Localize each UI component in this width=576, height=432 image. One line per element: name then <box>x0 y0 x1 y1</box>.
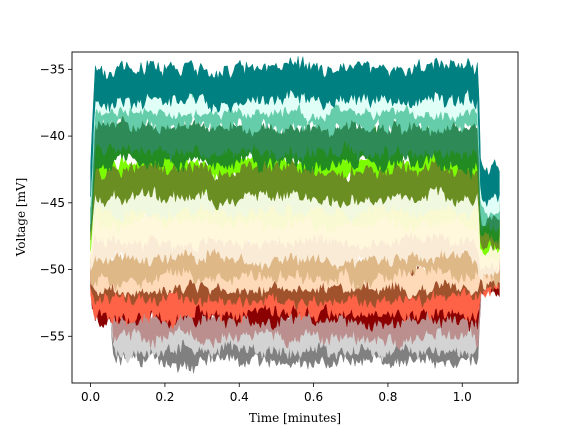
y-axis: −35 −40 −45 −50 −55 <box>40 62 72 343</box>
series-band-19 <box>90 56 500 207</box>
x-tick-label: 1.0 <box>453 390 472 404</box>
x-tick-label: 0.2 <box>155 390 174 404</box>
x-tick-label: 0.6 <box>304 390 323 404</box>
y-tick-label: −45 <box>40 196 65 210</box>
series-layer <box>90 56 500 374</box>
x-tick-label: 0.4 <box>230 390 249 404</box>
x-axis: 0.0 0.2 0.4 0.6 0.8 1.0 <box>81 383 472 404</box>
x-axis-label: Time [minutes] <box>249 411 341 425</box>
x-tick-label: 0.8 <box>378 390 397 404</box>
y-axis-label: Voltage [mV] <box>14 178 28 258</box>
y-tick-label: −40 <box>40 129 65 143</box>
y-tick-label: −35 <box>40 62 65 76</box>
x-tick-label: 0.0 <box>81 390 100 404</box>
plot-frame <box>71 51 519 384</box>
series-band-14 <box>90 154 500 252</box>
y-tick-label: −55 <box>40 329 65 343</box>
y-tick-label: −50 <box>40 263 65 277</box>
